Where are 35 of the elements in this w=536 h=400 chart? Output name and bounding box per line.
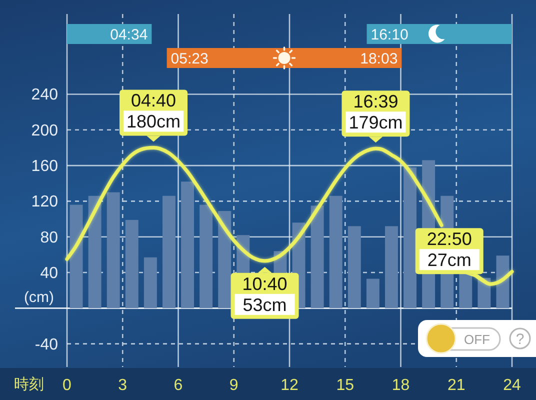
annotation: 179cm (348, 112, 403, 133)
annotation: 16:10 (370, 26, 408, 44)
y-tick-label: 240 (31, 86, 58, 104)
y-tick-label: 200 (31, 122, 58, 140)
y-tick-label: 120 (31, 194, 58, 211)
x-tick-label: 18 (392, 377, 410, 394)
x-tick-label: 15 (336, 377, 354, 394)
y-axis-title: (cm) (24, 289, 54, 306)
x-tick-label: 12 (280, 377, 298, 394)
y-tick-label: 80 (40, 229, 58, 246)
annotation: 16:39 (353, 92, 398, 112)
annotation: 04:34 (110, 26, 148, 44)
x-tick-label: 9 (229, 377, 238, 394)
annotation: 22:50 (426, 229, 472, 250)
annotation: 18:03 (360, 50, 398, 68)
x-tick-label: 0 (62, 377, 72, 394)
annotation: OFF (464, 332, 490, 347)
annotation: 180cm (126, 112, 181, 132)
y-tick-label: 160 (31, 158, 58, 176)
callout: 04:40 180cm (120, 90, 188, 142)
annotation: 05:23 (170, 50, 208, 68)
y-tick-label: -40 (34, 336, 58, 354)
annotation: 10:40 (242, 274, 288, 294)
x-tick-label: 21 (447, 377, 466, 394)
annotation: 27cm (427, 250, 472, 270)
callout: 16:39 179cm (342, 90, 410, 143)
callout: 22:50 27cm (415, 228, 488, 282)
x-tick-label: 6 (174, 377, 183, 394)
x-tick-label: 24 (503, 377, 521, 394)
toggle: OFF ? (418, 320, 536, 357)
y-tick-label: 40 (40, 265, 58, 282)
annotation: 04:40 (131, 90, 176, 111)
x-tick-label: 3 (118, 377, 128, 394)
annotation: 53cm (242, 294, 287, 315)
x-axis-title: 時刻 (14, 376, 44, 393)
